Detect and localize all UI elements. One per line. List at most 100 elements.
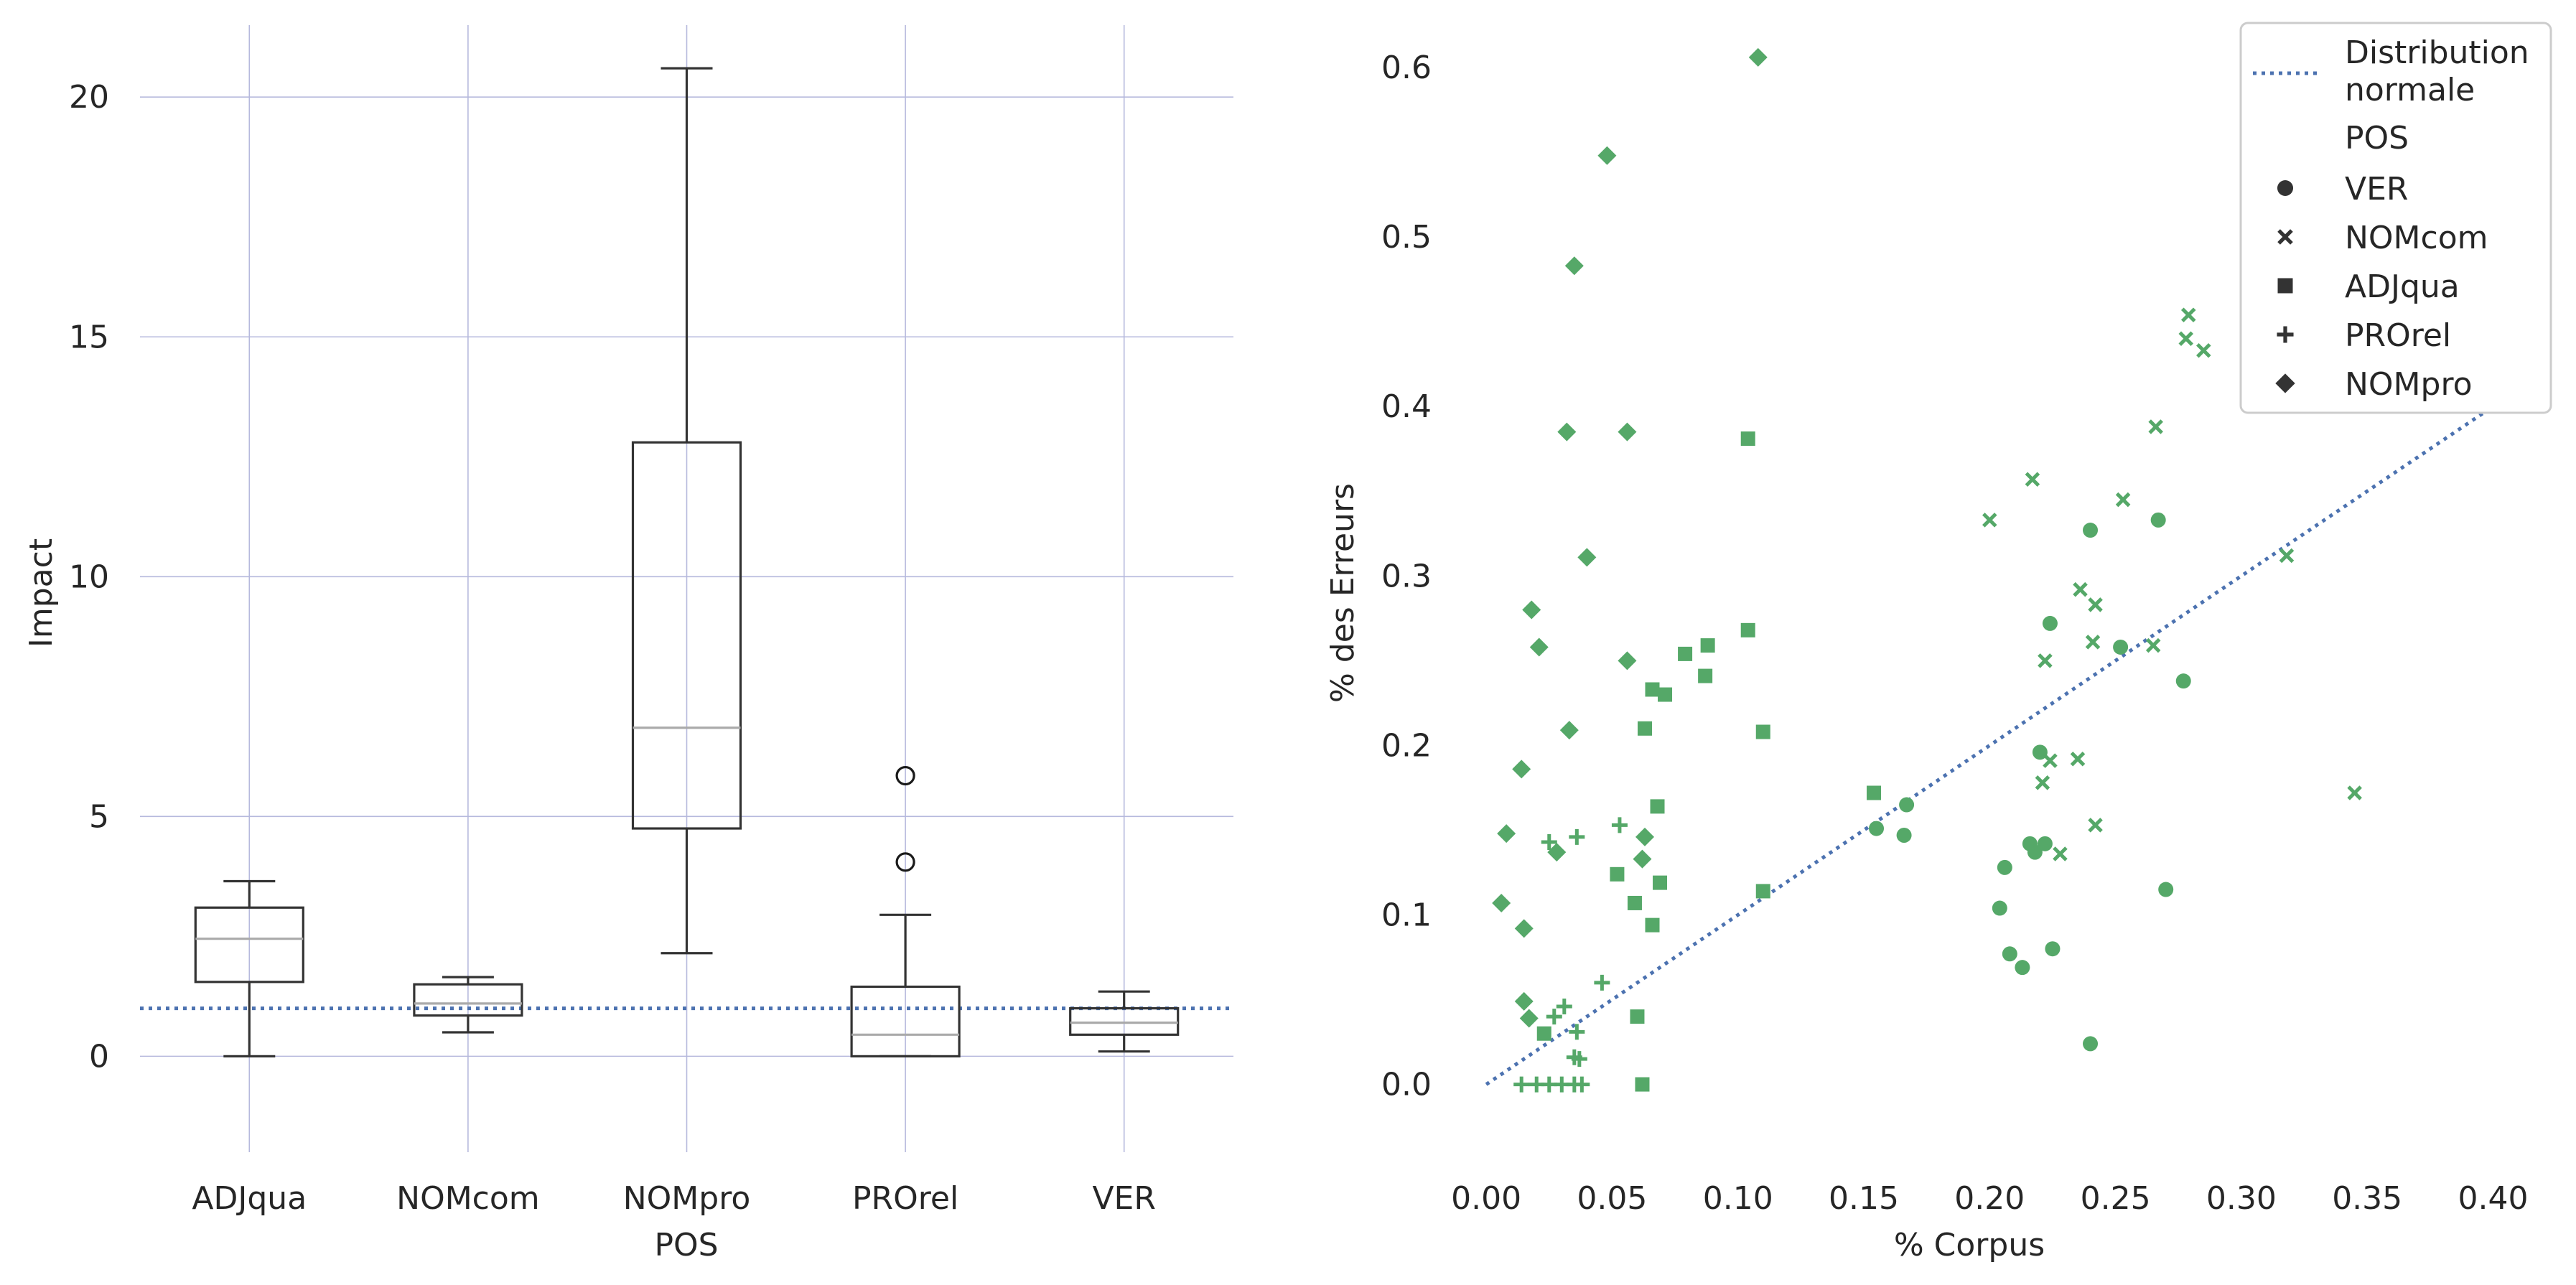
scatter-point-nomcom xyxy=(2073,581,2088,597)
scatter-y-ticks: 0.0 0.1 0.2 0.3 0.4 0.5 0.6 xyxy=(1381,50,1432,1103)
scatter-point-nompro xyxy=(1497,824,1516,844)
scatter-point-nomcom xyxy=(2088,818,2103,833)
box-plot-x-tick-label: NOMcom xyxy=(396,1180,539,1217)
box-plot-y-tick-label: 15 xyxy=(69,319,109,355)
scatter-point-ver xyxy=(2158,882,2174,897)
scatter-point-adjqua xyxy=(1740,431,1755,447)
scatter-series-nompro xyxy=(1492,47,1768,1028)
scatter-y-tick-label: 0.6 xyxy=(1381,50,1432,86)
scatter-series-prorel xyxy=(1513,817,1628,1093)
scatter-reference-line xyxy=(1485,405,2494,1086)
legend-marker-adjqua xyxy=(2277,278,2293,294)
legend-marker-nomcom xyxy=(2277,229,2293,245)
legend-line-label-1: Distribution xyxy=(2345,34,2529,71)
scatter-legend: Distribution normale POS VER NOMcom ADJqua… xyxy=(2239,22,2552,414)
box-body xyxy=(1069,1006,1180,1036)
scatter-x-tick-label: 0.30 xyxy=(2206,1180,2277,1217)
scatter-point-nomcom xyxy=(2088,597,2103,612)
scatter-y-axis-label: % des Erreurs xyxy=(1325,483,1361,703)
scatter-y-tick-label: 0.1 xyxy=(1381,897,1432,933)
legend-marker-prorel xyxy=(2277,326,2294,343)
legend-marker-nompro xyxy=(2275,373,2295,393)
scatter-point-nomcom xyxy=(2085,635,2101,650)
box-body xyxy=(631,441,742,830)
box-plot-x-tick-label: ADJqua xyxy=(192,1180,307,1217)
scatter-point-adjqua xyxy=(1658,687,1673,702)
scatter-point-ver xyxy=(2045,941,2061,957)
scatter-point-nompro xyxy=(1633,849,1652,869)
scatter-point-nomcom xyxy=(2347,785,2362,800)
scatter-point-nomcom xyxy=(2145,637,2161,653)
scatter-point-nompro xyxy=(1635,827,1654,846)
scatter-point-ver xyxy=(2083,523,2099,538)
scatter-y-tick-label: 0.5 xyxy=(1381,219,1432,256)
scatter-point-prorel xyxy=(1574,1076,1590,1093)
scatter-point-nompro xyxy=(1514,919,1534,938)
scatter-y-tick-label: 0.0 xyxy=(1381,1067,1432,1103)
scatter-point-ver xyxy=(2015,960,2030,976)
scatter-point-prorel xyxy=(1571,1051,1587,1067)
box-plot-boxes xyxy=(194,67,1180,1057)
scatter-x-axis-label: % Corpus xyxy=(1894,1227,2045,1263)
scatter-point-adjqua xyxy=(1635,1077,1650,1092)
legend-label-prorel: PROrel xyxy=(2345,317,2451,354)
scatter-y-tick-label: 0.3 xyxy=(1381,558,1432,594)
scatter-point-nomcom xyxy=(1982,513,1997,528)
box-body xyxy=(413,983,523,1017)
scatter-point-adjqua xyxy=(1627,895,1642,910)
box-adjqua xyxy=(194,879,304,1057)
scatter-point-nompro xyxy=(1512,760,1531,779)
scatter-point-adjqua xyxy=(1678,646,1693,661)
scatter-point-nomcom xyxy=(2025,472,2040,487)
box-plot-x-ticks: ADJqua NOMcom NOMpro PROrel VER xyxy=(192,1180,1156,1217)
legend-group-title: POS xyxy=(2345,120,2409,156)
scatter-point-adjqua xyxy=(1698,668,1713,683)
legend-label-nomcom: NOMcom xyxy=(2345,220,2488,256)
box-plot-x-axis-label: POS xyxy=(654,1227,718,1263)
scatter-y-tick-label: 0.2 xyxy=(1381,727,1432,764)
scatter-point-nomcom xyxy=(2148,419,2163,434)
scatter-point-nompro xyxy=(1618,651,1637,670)
box-plot-y-axis-label: Impact xyxy=(23,538,60,648)
scatter-point-nompro xyxy=(1597,146,1617,165)
scatter-point-ver xyxy=(2175,673,2191,689)
scatter-points xyxy=(1492,47,2362,1093)
box-nompro xyxy=(631,67,742,955)
legend-label-ver: VER xyxy=(2345,171,2408,207)
box-plot-x-tick-label: PROrel xyxy=(852,1180,958,1217)
legend-marker-ver xyxy=(2277,179,2294,197)
scatter-point-adjqua xyxy=(1740,622,1755,637)
scatter-point-nomcom xyxy=(2180,307,2196,322)
box-plot-y-tick-label: 10 xyxy=(69,559,109,595)
scatter-x-tick-label: 0.35 xyxy=(2332,1180,2402,1217)
scatter-point-prorel xyxy=(1569,828,1585,845)
scatter-point-nompro xyxy=(1577,548,1597,567)
scatter-point-nompro xyxy=(1519,1009,1539,1028)
scatter-point-prorel xyxy=(1546,1009,1562,1025)
scatter-point-adjqua xyxy=(1755,884,1770,899)
scatter-x-tick-label: 0.00 xyxy=(1451,1180,1521,1217)
scatter-point-prorel xyxy=(1556,998,1572,1014)
scatter-point-adjqua xyxy=(1653,875,1668,890)
scatter-point-adjqua xyxy=(1536,1026,1551,1041)
scatter-point-adjqua xyxy=(1867,785,1882,800)
scatter-point-adjqua xyxy=(1637,721,1652,736)
scatter-point-adjqua xyxy=(1650,799,1665,814)
scatter-point-prorel xyxy=(1594,974,1610,991)
scatter-x-tick-label: 0.40 xyxy=(2458,1180,2528,1217)
legend-entries: VER NOMcom ADJqua PROrel NOMpro xyxy=(2275,171,2488,403)
box-outlier xyxy=(895,852,915,872)
scatter-point-adjqua xyxy=(1630,1009,1645,1024)
scatter-point-adjqua xyxy=(1645,917,1660,933)
scatter-series-adjqua xyxy=(1536,431,1882,1092)
box-plot-y-tick-label: 5 xyxy=(89,798,109,835)
scatter-point-ver xyxy=(1997,859,2012,875)
scatter-point-ver xyxy=(2037,836,2053,851)
scatter-point-nomcom xyxy=(2038,653,2053,668)
box-body xyxy=(850,985,961,1057)
legend-label-nompro: NOMpro xyxy=(2345,366,2472,403)
scatter-point-nomcom xyxy=(2279,548,2295,564)
scatter-point-nompro xyxy=(1748,47,1768,67)
scatter-plot-panel: 0.00.10.20.30.40.50.6 0.00 0.05 0.10 0.15 0.… xyxy=(1325,22,2552,1263)
